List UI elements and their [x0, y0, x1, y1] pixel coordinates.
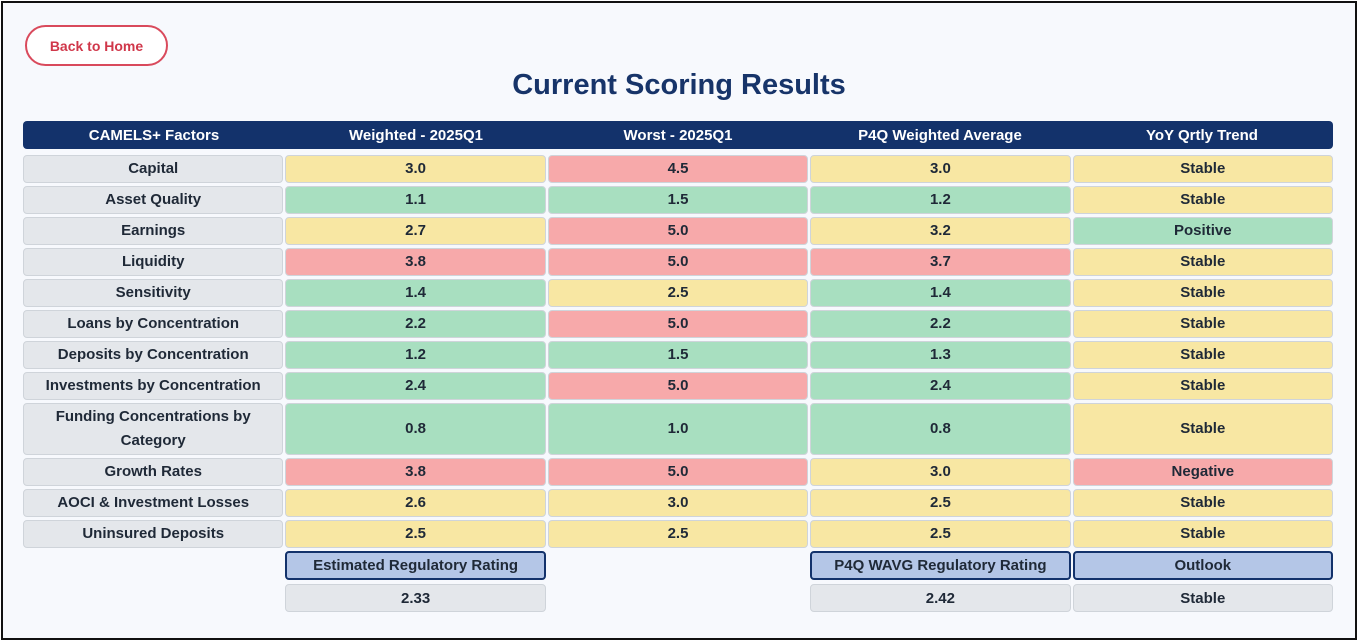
factor-cell: Deposits by Concentration	[23, 341, 284, 369]
table-row: Investments by Concentration 2.4 5.0 2.4 Sta…	[23, 372, 1333, 400]
scoring-table: CAMELS+ Factors Weighted - 2025Q1 Worst …	[23, 121, 1333, 612]
table-row: Liquidity 3.8 5.0 3.7 Stable	[23, 248, 1333, 276]
table-row: Uninsured Deposits 2.5 2.5 2.5 Stable	[23, 520, 1333, 548]
estimated-rating-value: 2.33	[285, 584, 546, 612]
table-row: Deposits by Concentration 1.2 1.5 1.3 Stable	[23, 341, 1333, 369]
p4q-cell: 2.5	[810, 489, 1071, 517]
factor-cell: Earnings	[23, 217, 284, 245]
summary-spacer	[548, 551, 808, 579]
factor-cell: Sensitivity	[23, 279, 284, 307]
worst-cell: 5.0	[547, 458, 809, 486]
trend-cell: Stable	[1072, 155, 1333, 183]
trend-cell: Stable	[1072, 520, 1333, 548]
header-trend: YoY Qrtly Trend	[1146, 126, 1258, 144]
p4q-cell: 1.4	[810, 279, 1071, 307]
weighted-cell: 3.8	[285, 248, 546, 276]
weighted-cell: 0.8	[285, 403, 546, 455]
header-worst: Worst - 2025Q1	[623, 126, 733, 144]
table-row: Growth Rates 3.8 5.0 3.0 Negative	[23, 458, 1333, 486]
trend-cell: Positive	[1072, 217, 1333, 245]
p4q-cell: 1.3	[810, 341, 1071, 369]
p4q-cell: 3.0	[810, 155, 1071, 183]
table-row: Asset Quality 1.1 1.5 1.2 Stable	[23, 186, 1333, 214]
weighted-cell: 2.4	[285, 372, 546, 400]
worst-cell: 5.0	[547, 248, 809, 276]
p4q-cell: 0.8	[810, 403, 1071, 455]
table-row: Funding Concentrations by Category 0.8 1.0…	[23, 403, 1333, 455]
p4q-rating-value: 2.42	[810, 584, 1071, 612]
outlook-label: Outlook	[1072, 551, 1333, 580]
weighted-cell: 2.5	[285, 520, 546, 548]
weighted-cell: 1.2	[285, 341, 546, 369]
trend-cell: Negative	[1072, 458, 1333, 486]
factor-cell: Investments by Concentration	[23, 372, 284, 400]
factor-cell: Uninsured Deposits	[23, 520, 284, 548]
weighted-cell: 3.8	[285, 458, 546, 486]
p4q-cell: 3.0	[810, 458, 1071, 486]
outlook-value: Stable	[1072, 584, 1333, 612]
p4q-cell: 1.2	[810, 186, 1071, 214]
page-title: Current Scoring Results	[512, 69, 846, 101]
table-row: Sensitivity 1.4 2.5 1.4 Stable	[23, 279, 1333, 307]
back-to-home-button[interactable]: Back to Home	[25, 25, 168, 66]
factor-cell: Capital	[23, 155, 284, 183]
trend-cell: Stable	[1072, 279, 1333, 307]
factor-cell: Growth Rates	[23, 458, 284, 486]
weighted-cell: 1.4	[285, 279, 546, 307]
header-p4q: P4Q Weighted Average	[858, 126, 1022, 144]
summary-labels: Estimated Regulatory Rating P4Q WAVG Reg…	[23, 551, 1333, 580]
trend-cell: Stable	[1072, 372, 1333, 400]
table-header: CAMELS+ Factors Weighted - 2025Q1 Worst …	[23, 121, 1333, 149]
p4q-cell: 3.7	[810, 248, 1071, 276]
weighted-cell: 3.0	[285, 155, 546, 183]
summary-values: 2.33 2.42 Stable	[23, 584, 1333, 612]
summary-spacer	[23, 551, 283, 579]
summary-spacer	[548, 584, 808, 612]
weighted-cell: 1.1	[285, 186, 546, 214]
trend-cell: Stable	[1072, 186, 1333, 214]
table-body: Capital 3.0 4.5 3.0 Stable Asset Quality 1.1 1.…	[23, 155, 1333, 548]
table-row: AOCI & Investment Losses 2.6 3.0 2.5 Stable	[23, 489, 1333, 517]
worst-cell: 5.0	[547, 217, 809, 245]
header-factors: CAMELS+ Factors	[88, 126, 220, 144]
weighted-cell: 2.2	[285, 310, 546, 338]
table-row: Earnings 2.7 5.0 3.2 Positive	[23, 217, 1333, 245]
factor-cell: Asset Quality	[23, 186, 284, 214]
worst-cell: 5.0	[547, 310, 809, 338]
factor-cell: AOCI & Investment Losses	[23, 489, 284, 517]
trend-cell: Stable	[1072, 403, 1333, 455]
table-row: Capital 3.0 4.5 3.0 Stable	[23, 155, 1333, 183]
factor-cell: Funding Concentrations by Category	[23, 403, 284, 455]
worst-cell: 1.5	[547, 341, 809, 369]
worst-cell: 2.5	[547, 279, 809, 307]
worst-cell: 5.0	[547, 372, 809, 400]
estimated-rating-label: Estimated Regulatory Rating	[285, 551, 546, 580]
factor-cell: Liquidity	[23, 248, 284, 276]
p4q-rating-label: P4Q WAVG Regulatory Rating	[810, 551, 1071, 580]
p4q-cell: 3.2	[810, 217, 1071, 245]
worst-cell: 2.5	[547, 520, 809, 548]
worst-cell: 4.5	[547, 155, 809, 183]
header-weighted: Weighted - 2025Q1	[349, 126, 483, 144]
weighted-cell: 2.6	[285, 489, 546, 517]
trend-cell: Stable	[1072, 341, 1333, 369]
worst-cell: 1.0	[547, 403, 809, 455]
p4q-cell: 2.5	[810, 520, 1071, 548]
p4q-cell: 2.2	[810, 310, 1071, 338]
trend-cell: Stable	[1072, 310, 1333, 338]
trend-cell: Stable	[1072, 248, 1333, 276]
trend-cell: Stable	[1072, 489, 1333, 517]
summary-spacer	[23, 584, 283, 612]
worst-cell: 1.5	[547, 186, 809, 214]
p4q-cell: 2.4	[810, 372, 1071, 400]
factor-cell: Loans by Concentration	[23, 310, 284, 338]
weighted-cell: 2.7	[285, 217, 546, 245]
table-row: Loans by Concentration 2.2 5.0 2.2 Stable	[23, 310, 1333, 338]
worst-cell: 3.0	[547, 489, 809, 517]
